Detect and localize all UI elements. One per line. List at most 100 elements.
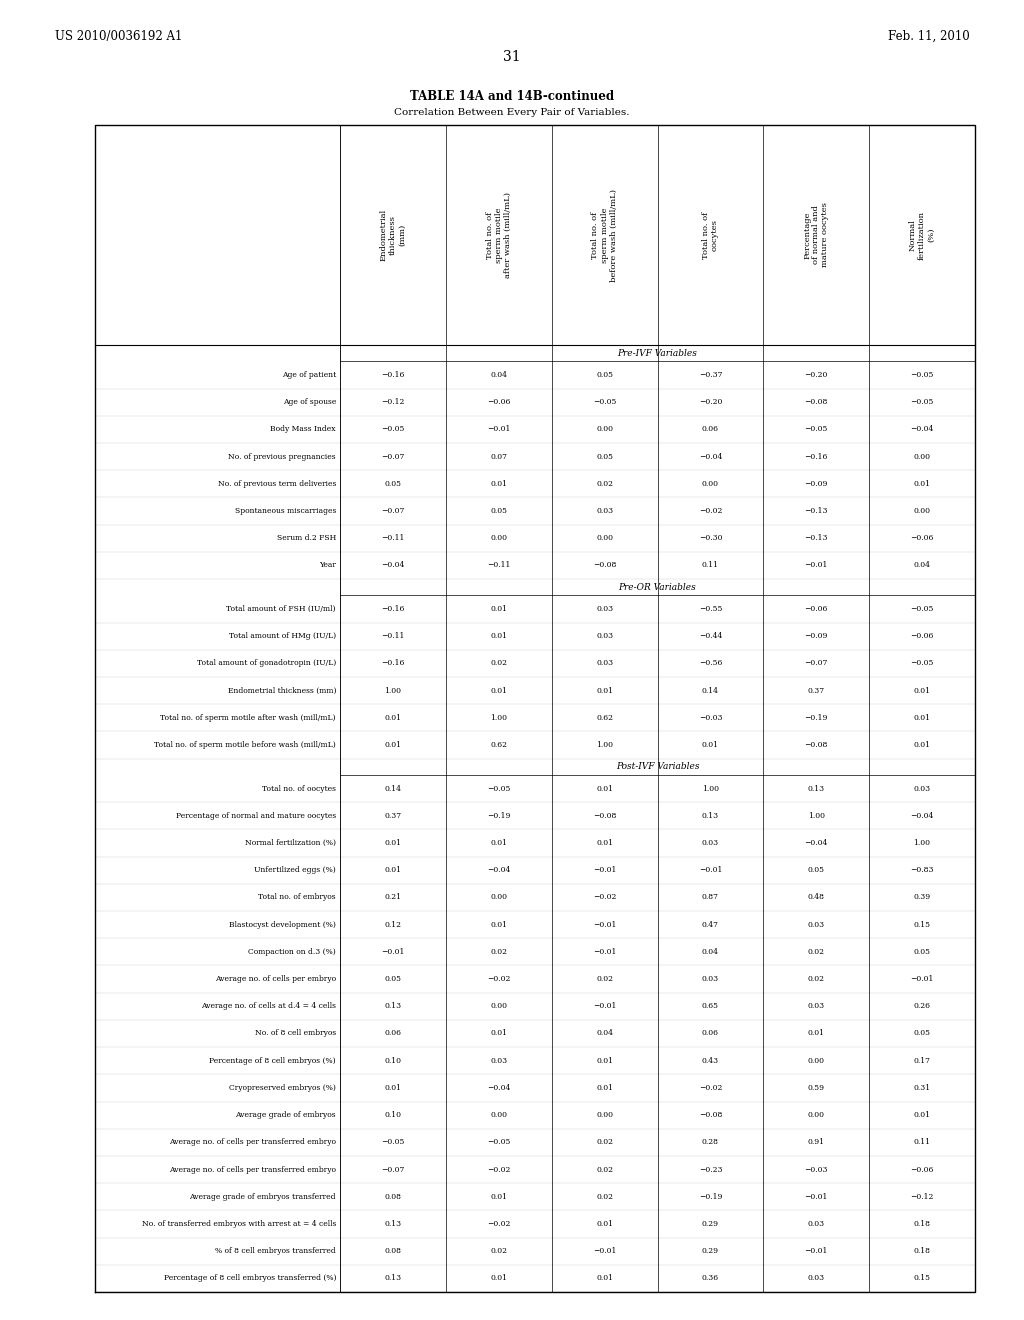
Text: 0.05: 0.05: [596, 371, 613, 379]
Text: Percentage of normal and mature oocytes: Percentage of normal and mature oocytes: [176, 812, 336, 820]
Text: 0.01: 0.01: [913, 714, 931, 722]
Text: 0.01: 0.01: [490, 840, 507, 847]
Text: 0.39: 0.39: [913, 894, 931, 902]
Text: Body Mass Index: Body Mass Index: [270, 425, 336, 433]
Text: Feb. 11, 2010: Feb. 11, 2010: [888, 30, 970, 44]
Text: −0.03: −0.03: [805, 1166, 828, 1173]
Text: 0.03: 0.03: [596, 632, 613, 640]
Text: 0.01: 0.01: [490, 479, 507, 488]
Text: Total amount of gonadotropin (IU/L): Total amount of gonadotropin (IU/L): [197, 660, 336, 668]
Text: 0.65: 0.65: [701, 1002, 719, 1010]
Text: −0.07: −0.07: [805, 660, 828, 668]
Text: 0.13: 0.13: [808, 784, 824, 792]
Text: −0.20: −0.20: [698, 399, 722, 407]
Text: −0.01: −0.01: [593, 1247, 616, 1255]
Text: Correlation Between Every Pair of Variables.: Correlation Between Every Pair of Variab…: [394, 108, 630, 117]
Text: −0.05: −0.05: [910, 660, 934, 668]
Text: 0.13: 0.13: [384, 1002, 401, 1010]
Text: Total no. of sperm motile before wash (mill/mL): Total no. of sperm motile before wash (m…: [155, 741, 336, 748]
Text: −0.04: −0.04: [487, 866, 510, 874]
Text: Post-IVF Variables: Post-IVF Variables: [615, 762, 699, 771]
Text: −0.08: −0.08: [805, 399, 828, 407]
Text: 0.00: 0.00: [913, 453, 931, 461]
Text: Total no. of oocytes: Total no. of oocytes: [262, 784, 336, 792]
Text: 0.01: 0.01: [384, 1084, 401, 1092]
Text: −0.16: −0.16: [381, 605, 404, 612]
Text: −0.06: −0.06: [910, 1166, 934, 1173]
Text: 0.00: 0.00: [701, 479, 719, 488]
Text: 0.14: 0.14: [384, 784, 401, 792]
Text: 0.62: 0.62: [596, 714, 613, 722]
Text: 0.01: 0.01: [596, 686, 613, 694]
Text: −0.11: −0.11: [381, 535, 404, 543]
Text: 0.00: 0.00: [490, 894, 507, 902]
Text: 0.37: 0.37: [808, 686, 824, 694]
Text: 0.02: 0.02: [596, 479, 613, 488]
Text: US 2010/0036192 A1: US 2010/0036192 A1: [55, 30, 182, 44]
Text: 0.05: 0.05: [490, 507, 507, 515]
Text: −0.11: −0.11: [487, 561, 510, 569]
Text: −0.05: −0.05: [910, 399, 934, 407]
Text: Serum d.2 FSH: Serum d.2 FSH: [276, 535, 336, 543]
Text: −0.55: −0.55: [698, 605, 722, 612]
Text: 0.18: 0.18: [913, 1220, 931, 1228]
Text: 0.02: 0.02: [596, 975, 613, 983]
Text: 0.14: 0.14: [701, 686, 719, 694]
Text: −0.44: −0.44: [698, 632, 722, 640]
Text: Blastocyst development (%): Blastocyst development (%): [229, 920, 336, 929]
Text: 0.08: 0.08: [384, 1193, 401, 1201]
Text: −0.01: −0.01: [805, 561, 828, 569]
Text: 0.15: 0.15: [913, 920, 931, 929]
Text: 0.01: 0.01: [913, 686, 931, 694]
Text: 0.01: 0.01: [596, 840, 613, 847]
Text: 0.03: 0.03: [808, 1002, 824, 1010]
Text: −0.16: −0.16: [805, 453, 828, 461]
Text: No. of transferred embryos with arrest at = 4 cells: No. of transferred embryos with arrest a…: [141, 1220, 336, 1228]
Text: 0.04: 0.04: [490, 371, 507, 379]
Text: −0.05: −0.05: [487, 784, 510, 792]
Text: 0.06: 0.06: [701, 425, 719, 433]
Text: −0.01: −0.01: [381, 948, 404, 956]
Text: 0.62: 0.62: [490, 741, 507, 748]
Text: −0.01: −0.01: [698, 866, 722, 874]
Text: 0.03: 0.03: [596, 660, 613, 668]
Text: 0.00: 0.00: [490, 1002, 507, 1010]
Text: −0.05: −0.05: [910, 371, 934, 379]
Text: Age of patient: Age of patient: [282, 371, 336, 379]
Text: 0.01: 0.01: [490, 605, 507, 612]
Text: −0.02: −0.02: [487, 1220, 510, 1228]
Text: 0.26: 0.26: [913, 1002, 931, 1010]
Text: 0.05: 0.05: [596, 453, 613, 461]
Text: 0.03: 0.03: [808, 1220, 824, 1228]
Text: 0.00: 0.00: [490, 1111, 507, 1119]
Text: −0.04: −0.04: [487, 1084, 510, 1092]
Text: Average grade of embryos transferred: Average grade of embryos transferred: [189, 1193, 336, 1201]
Text: 0.00: 0.00: [808, 1111, 824, 1119]
Text: −0.05: −0.05: [381, 1138, 404, 1146]
Text: 0.47: 0.47: [701, 920, 719, 929]
Text: 0.02: 0.02: [596, 1193, 613, 1201]
Text: 0.00: 0.00: [490, 535, 507, 543]
Text: 0.29: 0.29: [701, 1247, 719, 1255]
Text: 0.02: 0.02: [490, 1247, 507, 1255]
Text: 0.01: 0.01: [808, 1030, 824, 1038]
Text: 0.03: 0.03: [701, 975, 719, 983]
Text: 0.01: 0.01: [701, 741, 719, 748]
Text: −0.06: −0.06: [910, 535, 934, 543]
Text: −0.01: −0.01: [593, 948, 616, 956]
Text: −0.06: −0.06: [805, 605, 828, 612]
Text: 0.01: 0.01: [596, 1057, 613, 1065]
Text: Total amount of HMg (IU/L): Total amount of HMg (IU/L): [229, 632, 336, 640]
Text: Average no. of cells per transferred embryo: Average no. of cells per transferred emb…: [169, 1166, 336, 1173]
Text: Total no. of
sperm motile
after wash (mill/mL): Total no. of sperm motile after wash (mi…: [485, 191, 512, 279]
Text: Average grade of embryos: Average grade of embryos: [236, 1111, 336, 1119]
Text: 0.08: 0.08: [384, 1247, 401, 1255]
Text: No. of previous pregnancies: No. of previous pregnancies: [228, 453, 336, 461]
Text: −0.11: −0.11: [381, 632, 404, 640]
Text: 0.59: 0.59: [808, 1084, 824, 1092]
Text: 0.11: 0.11: [701, 561, 719, 569]
Text: Pre-IVF Variables: Pre-IVF Variables: [617, 348, 697, 358]
Text: −0.06: −0.06: [910, 632, 934, 640]
Text: −0.01: −0.01: [805, 1247, 828, 1255]
Text: Normal
fertilization
(%): Normal fertilization (%): [909, 210, 935, 260]
